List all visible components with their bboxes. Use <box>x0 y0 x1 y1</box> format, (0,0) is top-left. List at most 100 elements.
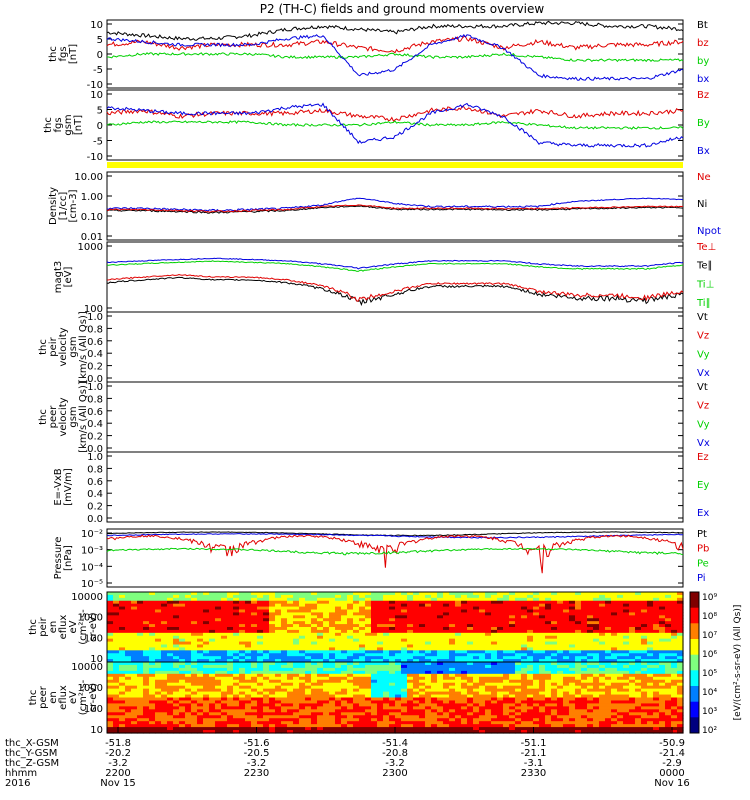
spectrogram-cell <box>425 638 432 643</box>
spectrogram-cell <box>125 685 132 690</box>
spectrogram-cell <box>293 718 300 722</box>
spectrogram-cell <box>161 612 168 616</box>
spectrogram-cell <box>629 656 636 660</box>
spectrogram-cell <box>281 688 288 693</box>
spectrogram-cell <box>179 730 186 734</box>
spectrogram-cell <box>227 644 234 649</box>
y-axis-label: [cm-3] <box>68 189 79 222</box>
spectrogram-cell <box>359 627 366 631</box>
spectrogram-cell <box>539 718 546 722</box>
spectrogram-cell <box>233 612 240 616</box>
spectrogram-cell <box>557 618 564 622</box>
spectrogram-cell <box>131 641 138 646</box>
spectrogram-cell <box>269 609 276 614</box>
spectrogram-cell <box>677 718 684 722</box>
y-axis-label: [km/s (All Qs)] <box>78 311 89 383</box>
spectrogram-cell <box>623 703 630 707</box>
spectrogram-cell <box>467 600 474 605</box>
spectrogram-cell <box>563 632 570 637</box>
spectrogram-cell <box>167 600 174 605</box>
spectrogram-cell <box>419 641 426 646</box>
spectrogram-cell <box>305 676 312 681</box>
spectrogram-cell <box>281 700 288 705</box>
spectrogram-cell <box>635 606 642 611</box>
spectrogram-cell <box>125 592 132 596</box>
spectrogram-cell <box>257 718 264 722</box>
spectrogram-cell <box>131 615 138 619</box>
spectrogram-cell <box>113 670 120 675</box>
spectrogram-cell <box>653 603 660 608</box>
spectrogram-cell <box>545 656 552 660</box>
spectrogram-cell <box>323 653 330 657</box>
spectrogram-cell <box>641 656 648 660</box>
spectrogram-cell <box>227 615 234 619</box>
spectrogram-cell <box>281 703 288 707</box>
spectrogram-cell <box>353 592 360 596</box>
spectrogram-cell <box>473 650 480 654</box>
spectrogram-cell <box>563 700 570 705</box>
spectrogram-cell <box>251 688 258 693</box>
spectrogram-cell <box>287 592 294 596</box>
spectrogram-cell <box>329 627 336 631</box>
spectrogram-cell <box>635 647 642 651</box>
spectrogram-cell <box>347 603 354 608</box>
spectrogram-cell <box>665 724 672 728</box>
spectrogram-cell <box>131 653 138 657</box>
spectrogram-cell <box>125 656 132 660</box>
spectrogram-cell <box>575 715 582 719</box>
spectrogram-cell <box>371 712 378 716</box>
spectrogram-cell <box>635 664 642 669</box>
spectrogram-cell <box>221 703 228 707</box>
spectrogram-cell <box>161 629 168 634</box>
spectrogram-cell <box>269 594 276 599</box>
spectrogram-cell <box>299 679 306 684</box>
spectrogram-cell <box>527 603 534 608</box>
spectrogram-cell <box>671 597 678 602</box>
spectrogram-cell <box>557 650 564 654</box>
spectrogram-cell <box>329 724 336 728</box>
spectrogram-cell <box>389 647 396 651</box>
spectrogram-cell <box>413 730 420 734</box>
spectrogram-cell <box>635 641 642 646</box>
spectrogram-cell <box>533 685 540 690</box>
spectrogram-cell <box>167 679 174 684</box>
spectrogram-cell <box>227 682 234 687</box>
spectrogram-cell <box>251 644 258 649</box>
spectrogram-cell <box>269 641 276 646</box>
spectrogram-cell <box>503 703 510 707</box>
spectrogram-cell <box>287 673 294 678</box>
spectrogram-cell <box>647 697 654 702</box>
spectrogram-cell <box>431 694 438 699</box>
spectrogram-cell <box>353 635 360 640</box>
spectrogram-cell <box>215 603 222 608</box>
spectrogram-cell <box>629 632 636 637</box>
y-axis-label: Pressure <box>53 537 64 580</box>
spectrogram-cell <box>365 694 372 699</box>
spectrogram-cell <box>509 644 516 649</box>
spectrogram-cell <box>401 706 408 710</box>
spectrogram-cell <box>473 615 480 619</box>
spectrogram-cell <box>449 694 456 699</box>
spectrogram-cell <box>461 656 468 660</box>
spectrogram-cell <box>521 697 528 702</box>
spectrogram-cell <box>401 712 408 716</box>
spectrogram-cell <box>635 638 642 643</box>
spectrogram-cell <box>653 600 660 605</box>
spectrogram-cell <box>533 706 540 710</box>
spectrogram-cell <box>413 715 420 719</box>
spectrogram-cell <box>653 712 660 716</box>
spectrogram-cell <box>353 664 360 669</box>
spectrogram-cell <box>419 727 426 731</box>
spectrogram-cell <box>119 594 126 599</box>
spectrogram-cell <box>473 676 480 681</box>
spectrogram-cell <box>161 685 168 690</box>
spectrogram-cell <box>455 609 462 614</box>
spectrogram-cell <box>113 600 120 605</box>
spectrogram-cell <box>317 691 324 696</box>
spectrogram-cell <box>227 694 234 699</box>
spectrogram-cell <box>119 659 126 663</box>
spectrogram-cell <box>671 694 678 699</box>
spectrogram-cell <box>623 662 630 666</box>
spectrogram-cell <box>149 638 156 643</box>
spectrogram-cell <box>605 621 612 625</box>
